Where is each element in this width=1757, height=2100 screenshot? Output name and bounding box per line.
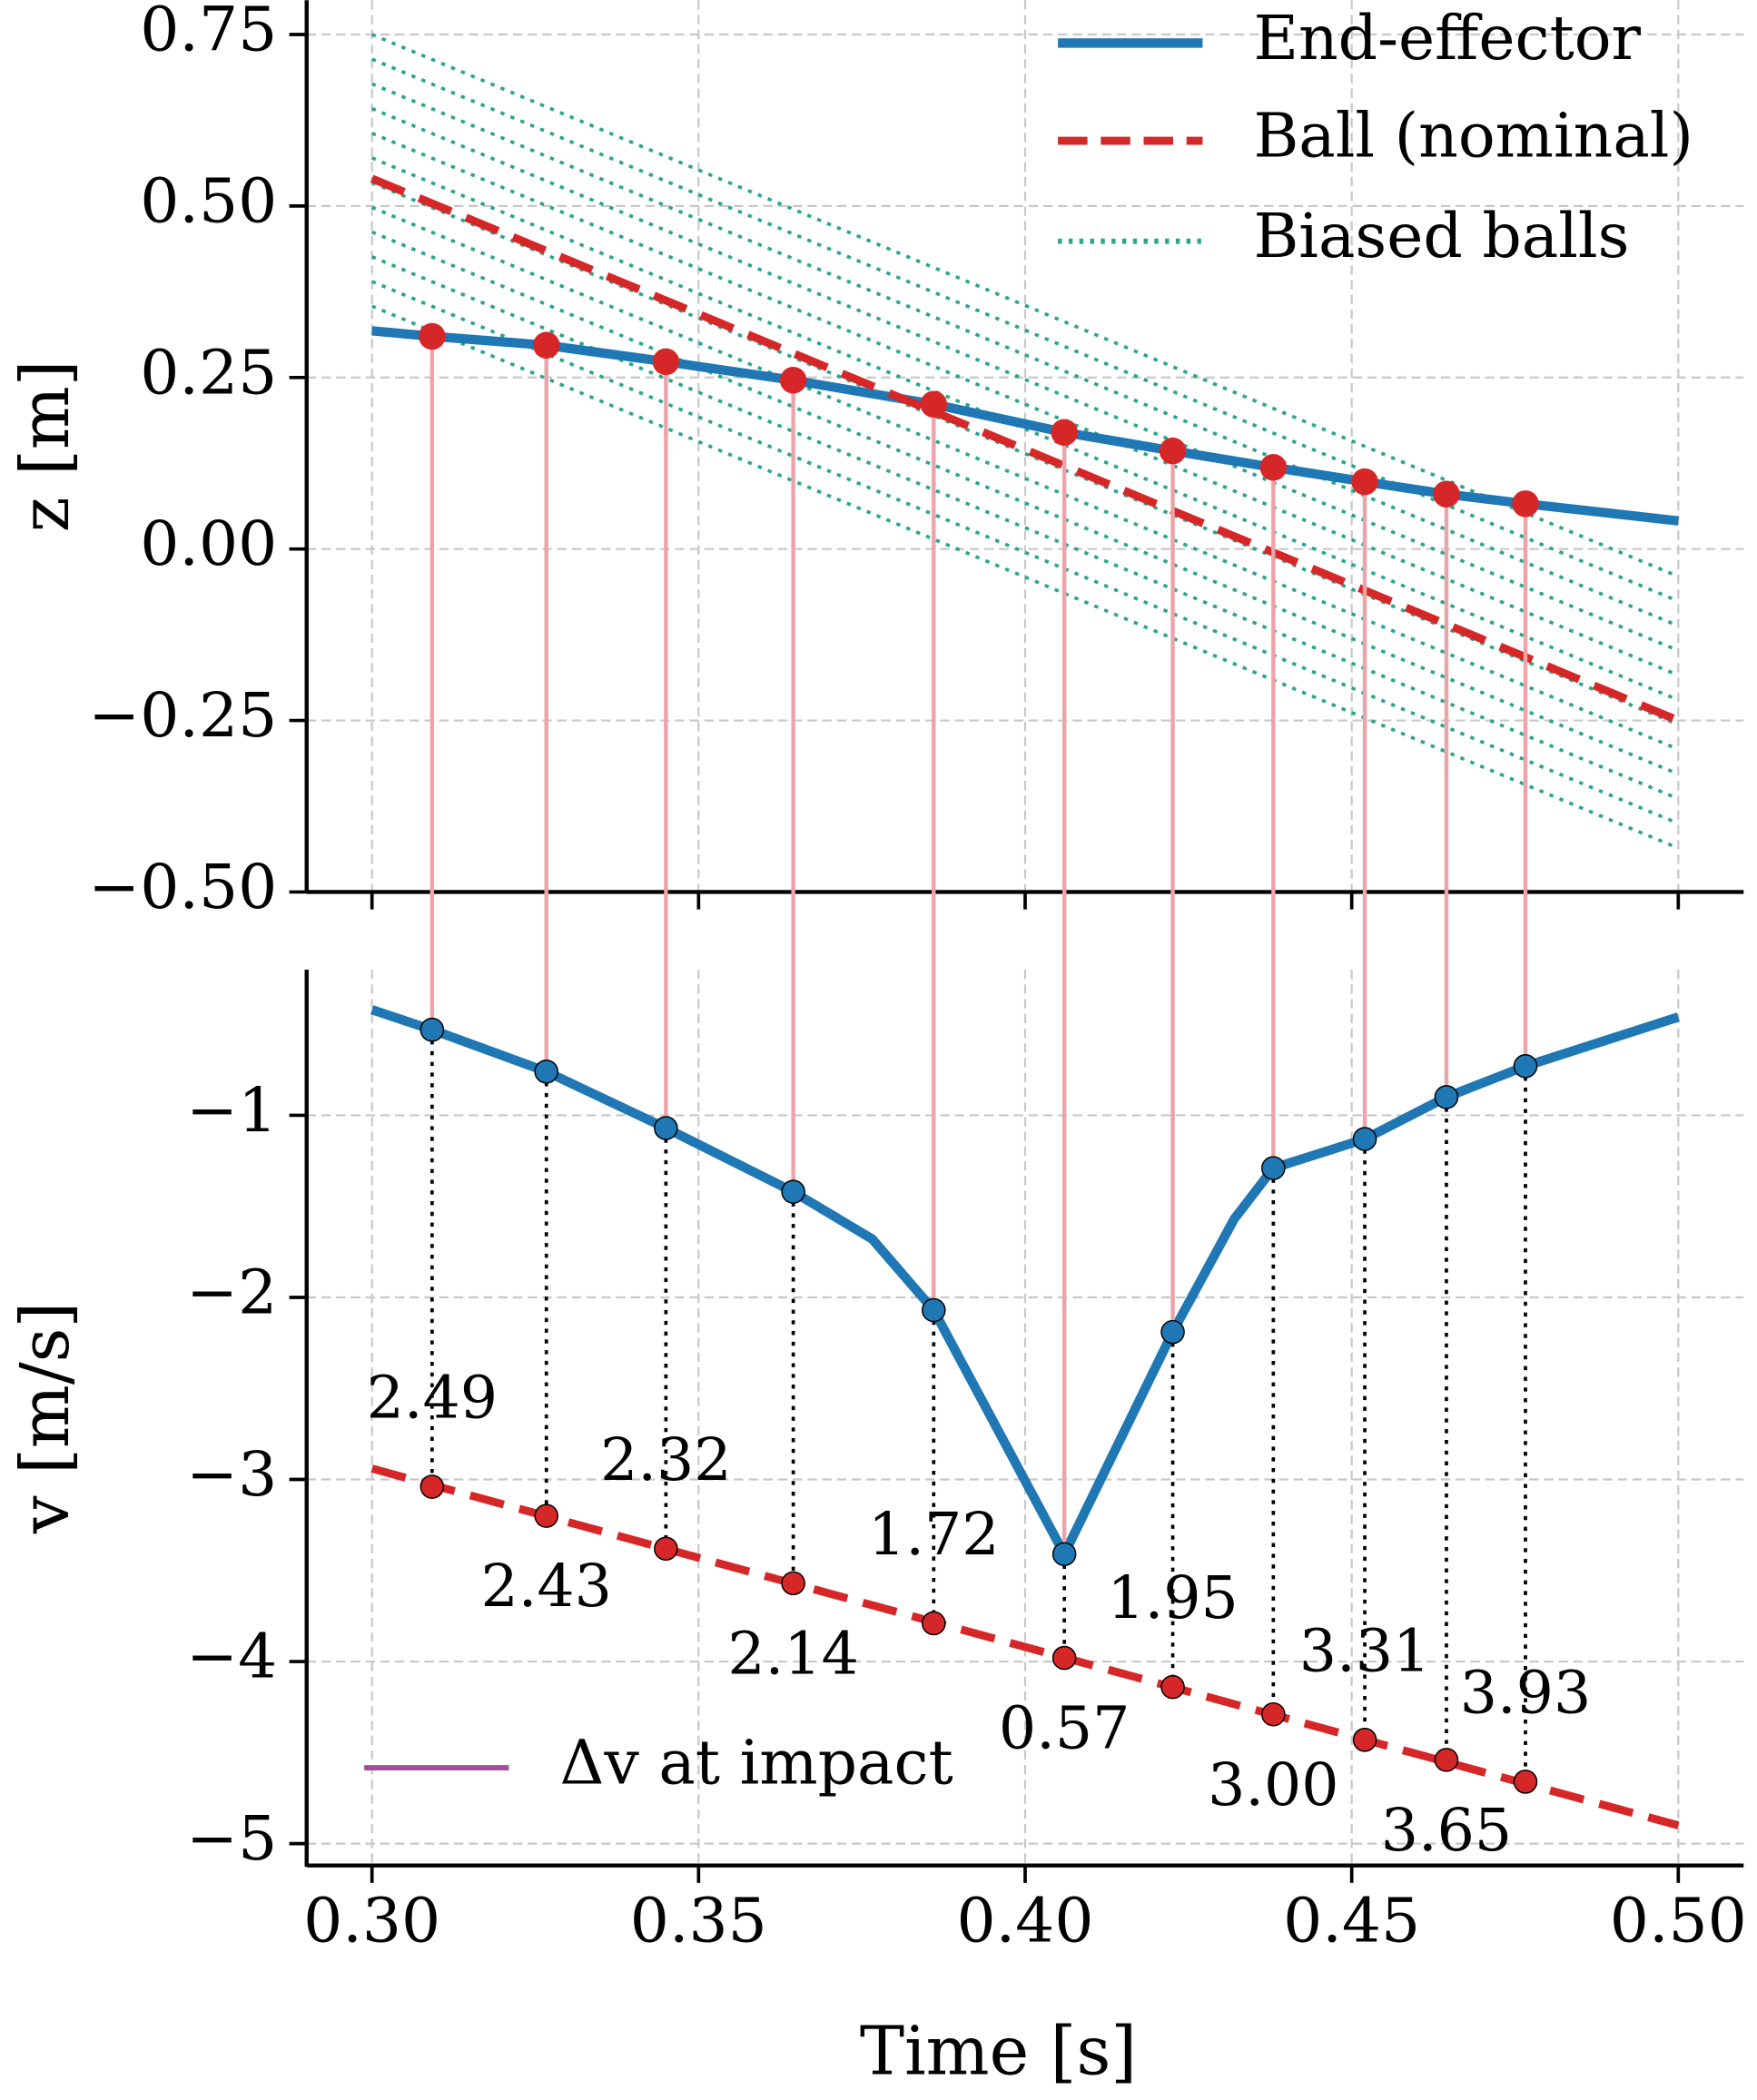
biased-ball-line [370,205,1680,752]
y-tick-label: 0.75 [140,0,277,64]
delta-v-label: 2.14 [727,1620,858,1688]
bottom-panel: 0.30 0.35 0.40 0.45 0.50 −1 −2 −3 −4 −5 v [m/s] Tim… [7,970,1747,2091]
legend-label: End-effector [1253,2,1641,74]
impact-marker [1351,468,1378,496]
ee-velocity-marker [1352,1127,1377,1151]
top-panel: 0.75 0.50 0.25 0.00 −0.25 −0.50 z [m] End-effec… [7,0,1744,922]
x-tick-label: 0.50 [1610,1885,1747,1957]
ee-velocity-marker [534,1060,559,1084]
impact-marker [779,367,807,394]
ball-velocity-marker [420,1474,445,1499]
x-tick-label: 0.40 [956,1885,1093,1957]
biased-ball-line [370,82,1680,628]
x-tick-label: 0.35 [630,1885,767,1957]
x-tick-label: 0.45 [1283,1885,1420,1957]
y-axis-label: z [m] [7,360,84,532]
delta-v-label: 1.95 [1107,1564,1238,1632]
ball-velocity-marker [1261,1701,1286,1727]
biased-ball-line [370,106,1680,653]
impact-marker [532,331,560,360]
biased-ball-line [370,156,1680,702]
ee-velocity-marker [1160,1319,1185,1345]
y-axis-label: v [m/s] [7,1302,84,1534]
y-tick-label: −5 [186,1802,277,1874]
ee-velocity-marker [1513,1054,1538,1079]
biased-ball-line [370,57,1680,603]
ee-velocity-marker [654,1116,678,1140]
biased-ball-line [370,304,1680,850]
y-tick-label: −0.25 [88,679,277,751]
impact-marker [652,348,680,376]
series-line [370,174,1681,725]
ball-velocity-marker [1160,1674,1185,1700]
impact-marker [1159,437,1187,465]
impact-marker [419,322,446,350]
legend-label: Ball (nominal) [1253,100,1693,172]
y-tick-label: −2 [186,1256,277,1327]
delta-v-label: 2.49 [367,1365,498,1433]
impact-marker [1259,454,1288,481]
ee-velocity-marker [1051,1542,1077,1567]
biased-ball-line [370,132,1680,677]
ee-velocity-marker [1261,1156,1286,1180]
ee-velocity-marker [420,1017,445,1042]
ee-velocity-marker [922,1297,946,1323]
delta-v-label: 1.72 [868,1501,999,1569]
biased-ball-line [370,280,1680,825]
y-tick-label: 0.50 [140,164,277,236]
x-tick-label: 0.30 [303,1885,440,1957]
y-tick-label: −3 [186,1438,277,1510]
delta-v-label: 2.32 [600,1426,731,1494]
ball-velocity-marker [922,1611,946,1636]
impact-marker [1433,480,1460,508]
delta-v-label: 3.65 [1381,1797,1512,1865]
ball-velocity-marker [781,1571,805,1596]
ball-velocity-marker [1513,1770,1538,1794]
x-axis-label: Time [s] [860,2014,1137,2091]
delta-v-label: 0.57 [999,1695,1130,1763]
impact-marker [1512,490,1539,518]
y-tick-label: 0.25 [140,336,277,408]
biased-ball-line [370,255,1680,801]
ball-velocity-marker [1051,1645,1077,1671]
biased-ball-line [370,230,1680,776]
y-tick-label: −0.50 [88,851,277,922]
ball-velocity-marker [1434,1748,1459,1772]
legend-label: Δv at impact [559,1727,953,1799]
delta-v-label: 3.31 [1299,1617,1430,1685]
y-tick-label: −4 [186,1621,277,1692]
ee-velocity-marker [781,1179,805,1204]
ball-velocity-marker [654,1536,678,1562]
legend-label: Biased balls [1253,200,1629,271]
delta-v-label: 2.43 [481,1553,612,1621]
delta-v-label: 3.93 [1460,1660,1591,1728]
series-line [370,1464,1680,1829]
ee-velocity-marker [1434,1085,1459,1109]
delta-v-label: 3.00 [1208,1751,1338,1819]
y-tick-label: −1 [186,1074,277,1146]
biased-ball-line [370,33,1680,578]
impact-marker [920,390,948,419]
ball-velocity-marker [1352,1728,1377,1752]
impact-marker [1051,419,1078,446]
y-tick-label: 0.00 [140,508,277,579]
ball-velocity-marker [534,1504,559,1528]
